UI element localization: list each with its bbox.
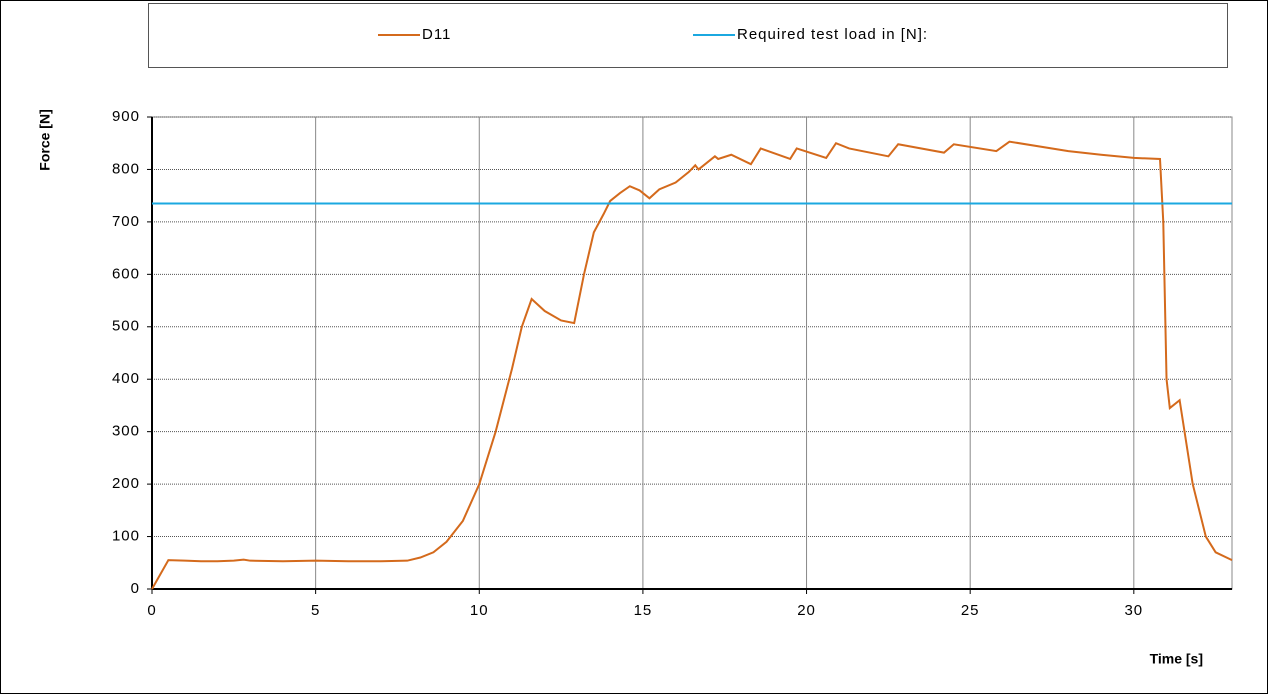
legend-box bbox=[148, 3, 1228, 68]
y-tick-label: 500 bbox=[112, 318, 140, 335]
x-tick-label: 30 bbox=[1124, 602, 1143, 619]
x-axis-label: Time [s] bbox=[1150, 651, 1203, 667]
y-tick-label: 400 bbox=[112, 370, 140, 387]
x-tick-label: 10 bbox=[470, 602, 489, 619]
y-tick-label: 300 bbox=[112, 423, 140, 440]
x-tick-label: 15 bbox=[634, 602, 653, 619]
legend-label: Required test load in [N]: bbox=[737, 26, 928, 43]
plot-area bbox=[151, 116, 1233, 590]
x-tick-label: 5 bbox=[311, 602, 320, 619]
x-tick-label: 25 bbox=[961, 602, 980, 619]
y-tick-label: 200 bbox=[112, 475, 140, 492]
x-tick-label: 20 bbox=[797, 602, 816, 619]
y-axis-label: Force [N] bbox=[37, 109, 53, 170]
y-tick-label: 0 bbox=[131, 580, 140, 597]
legend-label: D11 bbox=[422, 26, 451, 43]
y-tick-label: 600 bbox=[112, 265, 140, 282]
y-tick-label: 900 bbox=[112, 108, 140, 125]
series-line bbox=[151, 140, 1233, 590]
y-tick-label: 700 bbox=[112, 213, 140, 230]
y-tick-label: 100 bbox=[112, 528, 140, 545]
x-tick-label: 0 bbox=[147, 602, 156, 619]
y-tick-label: 800 bbox=[112, 160, 140, 177]
